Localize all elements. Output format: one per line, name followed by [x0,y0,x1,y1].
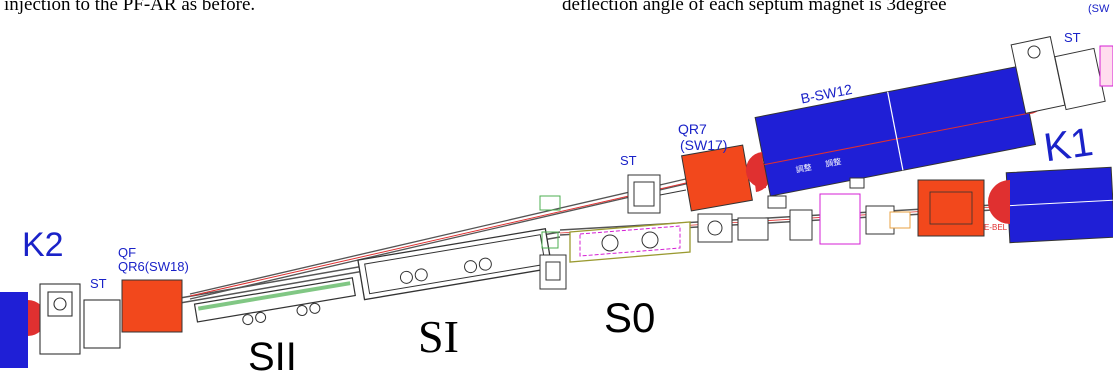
bsw12-note-2: 調整 [824,156,842,169]
caption-left: injection to the PF-AR as before. [4,0,256,15]
st-qr7 [627,174,687,214]
septum-si [357,228,553,301]
qr7-magnet [681,144,753,212]
e-bel-magnet [917,179,985,237]
label-st-top: ST [1064,30,1081,45]
label-st-k2: ST [90,276,107,291]
label-k1: K1 [1041,120,1096,170]
label-qr7: QR7 [678,121,707,137]
k1-coil [988,180,1010,224]
septum-sii [193,277,356,326]
label-e-bel: E-BEL [984,223,1008,232]
septum-s0 [539,195,691,290]
label-qf: QF [118,245,136,260]
beam-pipe-upper [189,177,691,300]
label-si: SI [418,311,459,362]
label-sw17: (SW17) [680,137,727,153]
caption-right: deflection angle of each septum magnet i… [562,0,947,15]
k1-kicker [1005,166,1113,244]
bsw12-coil-left [745,152,766,189]
label-qr6: QR6(SW18) [118,259,189,274]
st-top-right [1010,36,1113,114]
b-sw12-magnet: 調整 調整 [754,65,1037,197]
bsw12-note-1: 調整 [795,162,813,175]
k2-kicker [0,292,28,368]
label-s0: S0 [604,294,655,341]
label-k2: K2 [22,226,64,264]
qr6-magnet [121,279,183,333]
e-bel-inner [929,191,973,225]
label-sii: SII [248,335,297,373]
label-corner: (SW [1088,3,1110,15]
st-k2 [39,283,121,355]
label-st-qr7: ST [620,153,637,168]
lower-hardware [697,177,911,245]
